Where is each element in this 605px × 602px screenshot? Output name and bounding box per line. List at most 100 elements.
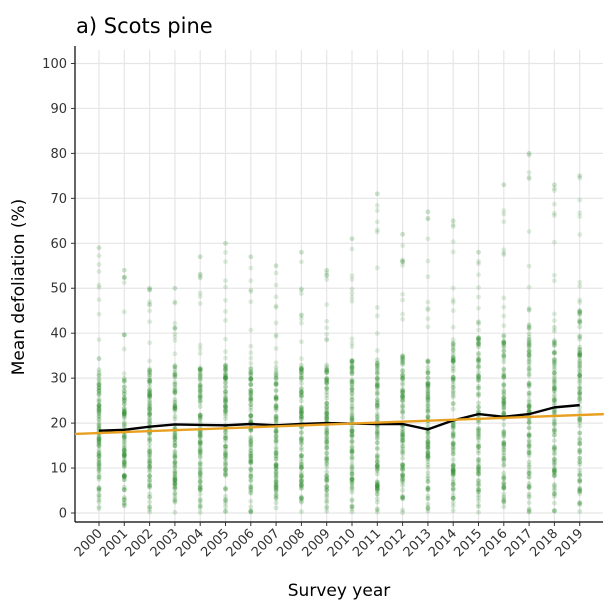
data-point — [172, 443, 178, 449]
data-point — [273, 375, 279, 380]
data-point — [147, 473, 153, 479]
data-point — [526, 382, 532, 388]
data-point — [299, 477, 304, 483]
data-point — [121, 379, 127, 384]
data-point — [223, 460, 228, 466]
data-point — [248, 350, 254, 356]
data-point — [425, 504, 431, 510]
data-point — [324, 492, 330, 498]
data-point — [172, 436, 178, 442]
data-point — [349, 479, 355, 485]
data-point — [349, 379, 355, 384]
data-point — [400, 259, 405, 264]
data-point — [121, 391, 127, 397]
data-point — [526, 373, 532, 378]
data-point — [577, 386, 583, 392]
data-point — [374, 411, 380, 417]
data-point — [577, 486, 583, 492]
data-point — [197, 448, 203, 453]
data-point — [425, 450, 431, 456]
data-point — [197, 433, 203, 439]
data-point — [273, 403, 279, 409]
data-point — [197, 487, 203, 493]
data-point — [577, 502, 583, 508]
data-point — [374, 403, 380, 408]
data-point — [273, 433, 279, 439]
data-point — [96, 407, 102, 413]
data-point — [121, 457, 127, 463]
data-point — [400, 463, 405, 468]
data-point — [476, 502, 481, 508]
data-point — [197, 416, 203, 421]
data-point — [400, 389, 405, 394]
x-tick-label: 2014 — [426, 526, 460, 560]
data-point — [476, 426, 481, 431]
data-point — [96, 457, 102, 463]
data-point — [552, 446, 557, 452]
data-point — [96, 447, 102, 452]
data-point — [299, 459, 304, 465]
data-point — [425, 434, 431, 440]
data-point — [248, 388, 254, 394]
data-point — [248, 438, 254, 443]
data-point — [96, 387, 102, 393]
data-point — [299, 312, 304, 318]
data-point — [147, 418, 153, 424]
data-point — [96, 372, 102, 378]
data-point — [501, 431, 507, 437]
data-point — [324, 400, 330, 406]
data-point — [552, 508, 557, 513]
data-point — [450, 441, 456, 447]
data-point — [223, 508, 228, 514]
data-point — [552, 339, 557, 345]
data-point — [526, 484, 532, 490]
data-point — [324, 439, 330, 445]
data-point — [147, 379, 153, 384]
data-point — [172, 432, 178, 438]
data-point — [450, 440, 456, 446]
data-point — [147, 301, 153, 307]
data-point — [476, 356, 481, 362]
data-point — [349, 434, 355, 440]
data-point — [577, 320, 583, 326]
data-point — [577, 491, 583, 497]
data-point — [248, 508, 254, 514]
data-point — [299, 483, 304, 489]
data-point — [526, 392, 532, 398]
data-point — [147, 450, 153, 456]
data-point — [374, 397, 380, 403]
data-point — [121, 309, 127, 315]
data-point — [552, 466, 557, 472]
data-point — [324, 473, 330, 478]
data-point — [299, 486, 304, 491]
data-point — [172, 471, 178, 476]
data-point — [552, 350, 557, 356]
x-tick-label: 2019 — [553, 526, 587, 560]
data-point — [526, 356, 532, 361]
data-point — [577, 489, 583, 494]
data-point — [425, 441, 431, 447]
data-point — [273, 466, 279, 471]
series-lines — [74, 403, 604, 436]
data-point — [501, 405, 507, 411]
data-point — [299, 389, 304, 395]
data-point — [223, 462, 228, 468]
x-axis-label: Survey year — [288, 581, 390, 601]
data-point — [197, 471, 203, 477]
data-point — [147, 504, 153, 509]
data-point — [248, 428, 254, 434]
data-point — [450, 375, 456, 381]
data-point — [349, 290, 355, 296]
data-point-max — [147, 285, 153, 291]
data-point — [197, 387, 203, 393]
data-point — [96, 488, 102, 494]
data-point — [425, 381, 431, 387]
data-point — [476, 426, 481, 432]
data-point — [374, 390, 380, 396]
data-point — [223, 402, 228, 408]
data-point — [172, 432, 178, 437]
data-point — [172, 486, 178, 491]
data-point — [552, 458, 557, 463]
data-point — [400, 475, 405, 481]
data-point — [172, 476, 178, 482]
